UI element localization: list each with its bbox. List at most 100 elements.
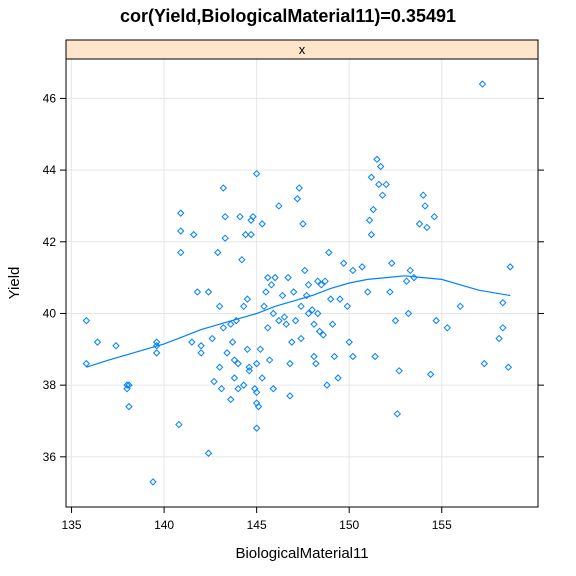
data-point xyxy=(260,302,268,311)
data-point xyxy=(386,288,394,296)
data-point xyxy=(204,449,213,457)
data-point xyxy=(321,277,329,285)
data-point xyxy=(406,266,414,275)
data-point xyxy=(177,248,185,257)
x-tick-label: 140 xyxy=(154,518,174,532)
points-layer xyxy=(82,80,514,486)
y-tick-label: 38 xyxy=(43,378,57,392)
data-point xyxy=(430,212,439,221)
data-point xyxy=(264,324,272,332)
data-point xyxy=(236,212,244,221)
data-point xyxy=(358,263,366,271)
data-point xyxy=(223,349,231,357)
x-tick-label: 135 xyxy=(62,518,82,532)
data-point xyxy=(125,402,133,411)
data-point xyxy=(252,424,261,432)
smooth-curve-layer xyxy=(86,275,511,368)
data-point xyxy=(264,273,272,282)
data-point xyxy=(378,191,387,199)
data-point xyxy=(317,281,326,289)
y-tick-label: 36 xyxy=(43,450,57,464)
data-point xyxy=(480,359,489,368)
x-tick-label: 155 xyxy=(432,518,452,532)
x-tick-label: 145 xyxy=(247,518,267,532)
data-point xyxy=(123,381,131,389)
data-point xyxy=(328,320,337,328)
data-point xyxy=(282,320,290,328)
data-point xyxy=(421,202,429,210)
data-point xyxy=(227,395,235,404)
data-point xyxy=(221,234,229,242)
axis-ticks xyxy=(60,97,544,513)
data-point xyxy=(221,212,229,221)
data-point xyxy=(373,155,381,164)
data-point xyxy=(177,209,185,217)
data-point xyxy=(315,327,324,336)
x-tick-labels: 135 140 145 150 155 xyxy=(62,518,453,532)
data-point xyxy=(234,385,242,393)
data-point xyxy=(193,288,202,296)
data-point xyxy=(112,342,120,350)
chart-title: cor(Yield,BiologicalMaterial11)=0.35491 xyxy=(120,6,456,26)
data-point xyxy=(190,230,198,239)
data-point xyxy=(280,313,289,321)
data-point xyxy=(456,302,464,311)
data-point xyxy=(308,306,316,314)
data-point xyxy=(214,248,222,257)
data-point xyxy=(197,342,205,350)
data-point xyxy=(323,381,331,389)
data-point xyxy=(432,316,440,325)
data-point xyxy=(289,288,298,296)
data-point xyxy=(204,288,213,296)
data-point xyxy=(364,288,372,296)
data-point xyxy=(82,359,91,368)
data-point xyxy=(149,478,157,486)
data-point xyxy=(227,320,235,328)
data-point xyxy=(319,331,327,339)
y-tick-label: 40 xyxy=(43,306,57,320)
data-point xyxy=(345,338,353,346)
data-point xyxy=(388,259,396,267)
data-point xyxy=(239,381,248,389)
data-point xyxy=(326,295,335,303)
plot-panel xyxy=(65,58,539,508)
data-point xyxy=(247,230,255,239)
data-point xyxy=(336,295,344,303)
y-tick-label: 46 xyxy=(43,91,57,105)
data-point xyxy=(239,302,248,311)
data-point xyxy=(258,374,266,382)
y-tick-label: 42 xyxy=(43,235,57,249)
data-point xyxy=(325,248,333,257)
data-point xyxy=(349,266,357,275)
data-point xyxy=(291,316,300,325)
data-point xyxy=(219,184,228,192)
data-point xyxy=(175,420,183,429)
data-point xyxy=(506,263,514,271)
data-point xyxy=(271,273,279,282)
data-point xyxy=(302,291,311,300)
y-tick-label: 44 xyxy=(43,163,57,177)
data-point xyxy=(375,180,383,189)
data-point xyxy=(443,324,452,332)
data-point xyxy=(197,349,205,357)
data-point xyxy=(419,191,427,199)
data-point xyxy=(499,299,507,307)
data-point xyxy=(152,349,161,357)
data-point xyxy=(265,356,274,364)
data-point xyxy=(371,352,379,361)
data-point xyxy=(125,381,133,389)
y-tick-labels: 36 38 40 42 44 46 xyxy=(43,91,57,463)
data-point xyxy=(232,316,240,325)
data-point xyxy=(334,374,342,382)
data-point xyxy=(426,370,435,379)
data-point xyxy=(152,342,161,350)
data-point xyxy=(395,367,403,375)
data-point xyxy=(278,291,287,300)
data-point xyxy=(330,352,339,361)
data-point xyxy=(252,169,261,178)
data-point xyxy=(301,266,309,275)
data-point xyxy=(243,345,252,354)
data-point xyxy=(295,184,303,192)
data-point xyxy=(210,377,218,386)
